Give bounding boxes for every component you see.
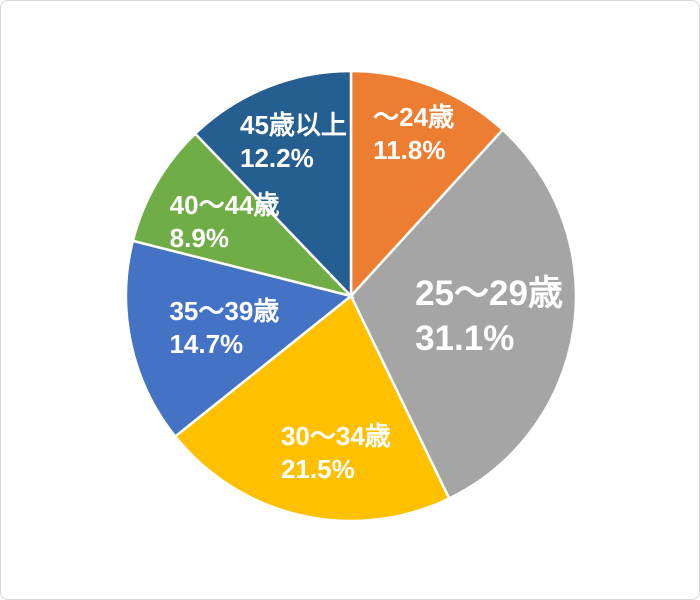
pie-slice-1 xyxy=(349,128,578,501)
pie-slice-3 xyxy=(124,239,354,439)
pie-slice-2 xyxy=(173,294,451,523)
pie-slice-5 xyxy=(193,69,353,300)
pie-slice-0 xyxy=(349,69,505,300)
pie-slice-4 xyxy=(131,131,355,299)
